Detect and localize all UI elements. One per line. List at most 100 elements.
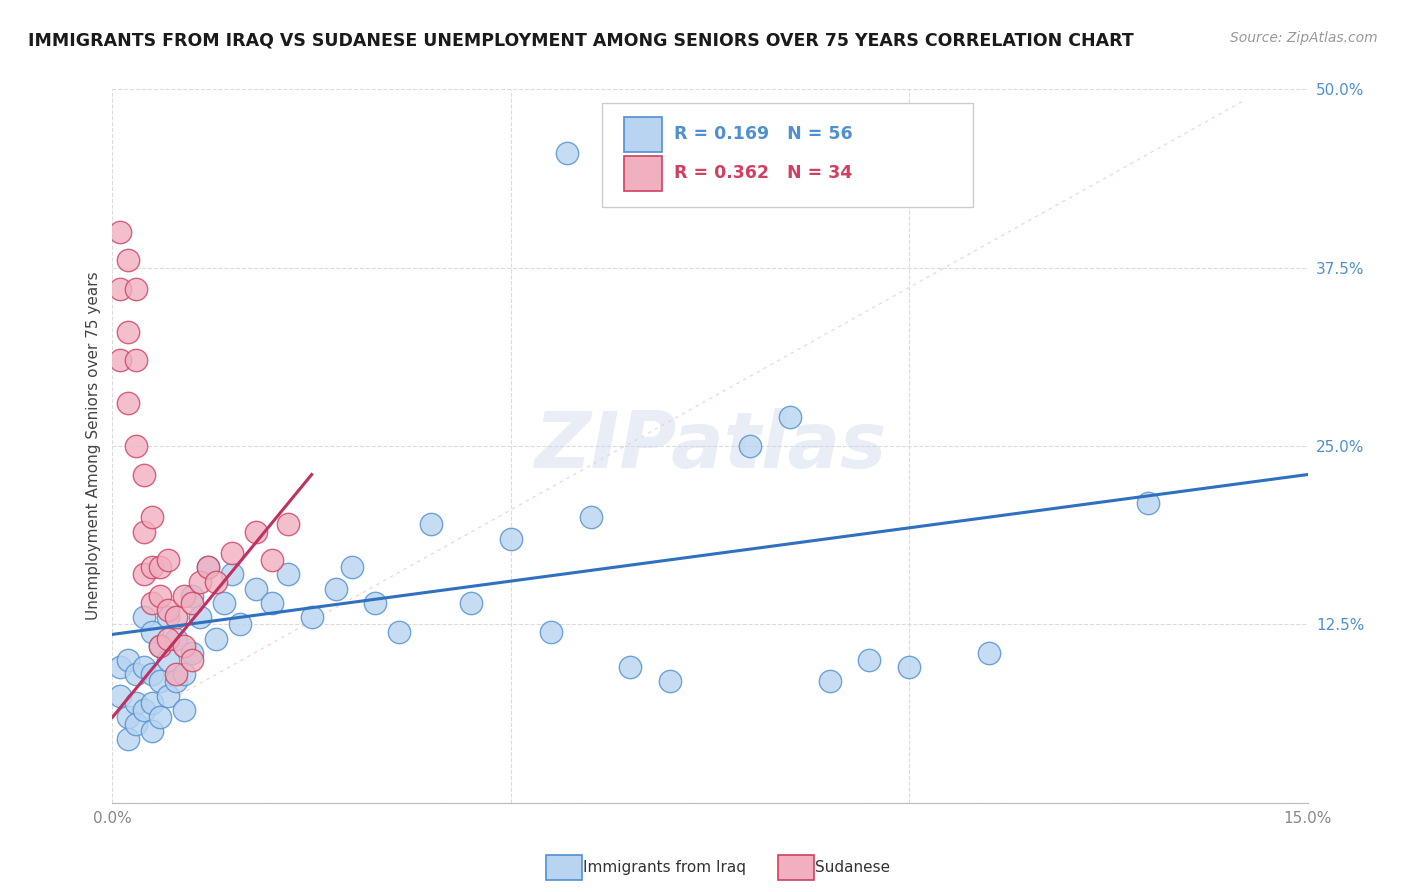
Point xyxy=(134,567,156,582)
Point xyxy=(181,589,204,603)
Point xyxy=(181,646,204,660)
Point xyxy=(205,632,228,646)
Point xyxy=(260,596,283,610)
Point xyxy=(125,717,148,731)
Point xyxy=(221,567,243,582)
Point xyxy=(149,710,172,724)
Text: R = 0.169   N = 56: R = 0.169 N = 56 xyxy=(675,125,853,143)
Text: IMMIGRANTS FROM IRAQ VS SUDANESE UNEMPLOYMENT AMONG SENIORS OVER 75 YEARS CORREL: IMMIGRANTS FROM IRAQ VS SUDANESE UNEMPLO… xyxy=(28,31,1133,49)
Point xyxy=(277,567,299,582)
Point xyxy=(117,396,139,410)
Point xyxy=(149,639,172,653)
Point xyxy=(1137,496,1160,510)
Point xyxy=(117,653,139,667)
Point xyxy=(619,660,641,674)
Point xyxy=(779,410,801,425)
Point xyxy=(898,660,921,674)
Point xyxy=(141,696,163,710)
Point xyxy=(245,582,267,596)
Point xyxy=(540,624,562,639)
Point xyxy=(125,667,148,681)
Point xyxy=(818,674,841,689)
Point xyxy=(173,589,195,603)
Point xyxy=(659,674,682,689)
Point xyxy=(165,674,187,689)
Point xyxy=(117,325,139,339)
Point xyxy=(141,510,163,524)
Point xyxy=(141,667,163,681)
Text: Source: ZipAtlas.com: Source: ZipAtlas.com xyxy=(1230,31,1378,45)
Point xyxy=(205,574,228,589)
Text: Sudanese: Sudanese xyxy=(815,861,890,875)
Point xyxy=(110,660,132,674)
Point xyxy=(301,610,323,624)
Point xyxy=(149,639,172,653)
Point xyxy=(499,532,522,546)
Point xyxy=(110,282,132,296)
Point xyxy=(420,517,443,532)
Point xyxy=(165,632,187,646)
Point xyxy=(157,610,180,624)
Point xyxy=(173,703,195,717)
Y-axis label: Unemployment Among Seniors over 75 years: Unemployment Among Seniors over 75 years xyxy=(86,272,101,620)
Point xyxy=(858,653,880,667)
FancyBboxPatch shape xyxy=(624,117,662,152)
Text: Immigrants from Iraq: Immigrants from Iraq xyxy=(583,861,747,875)
Point xyxy=(141,596,163,610)
Point xyxy=(134,610,156,624)
Point xyxy=(364,596,387,610)
Point xyxy=(188,574,211,589)
Point xyxy=(110,689,132,703)
Point xyxy=(134,467,156,482)
Point xyxy=(173,639,195,653)
Point xyxy=(388,624,411,639)
Text: ZIPatlas: ZIPatlas xyxy=(534,408,886,484)
Point xyxy=(340,560,363,574)
Point xyxy=(165,610,187,624)
Point xyxy=(173,667,195,681)
Point xyxy=(277,517,299,532)
Point xyxy=(157,553,180,567)
Point xyxy=(157,653,180,667)
Point xyxy=(134,660,156,674)
Text: R = 0.362   N = 34: R = 0.362 N = 34 xyxy=(675,164,852,182)
Point xyxy=(197,560,219,574)
Point xyxy=(134,524,156,539)
Point xyxy=(165,667,187,681)
Point xyxy=(555,146,578,161)
FancyBboxPatch shape xyxy=(624,156,662,191)
Point xyxy=(157,689,180,703)
Point xyxy=(149,589,172,603)
Point xyxy=(149,560,172,574)
Point xyxy=(141,724,163,739)
Point xyxy=(110,353,132,368)
Point xyxy=(125,282,148,296)
Point xyxy=(460,596,482,610)
Point xyxy=(245,524,267,539)
Point xyxy=(188,610,211,624)
Point xyxy=(157,603,180,617)
Point xyxy=(738,439,761,453)
Point xyxy=(221,546,243,560)
Point xyxy=(110,225,132,239)
Point xyxy=(181,596,204,610)
Point xyxy=(141,624,163,639)
Point xyxy=(197,560,219,574)
FancyBboxPatch shape xyxy=(602,103,973,207)
Point xyxy=(325,582,347,596)
Point xyxy=(125,353,148,368)
Point xyxy=(579,510,602,524)
Point xyxy=(125,696,148,710)
Point xyxy=(157,632,180,646)
Point xyxy=(212,596,235,610)
Point xyxy=(117,253,139,268)
Point xyxy=(141,560,163,574)
Point xyxy=(134,703,156,717)
Point xyxy=(181,653,204,667)
Point xyxy=(117,731,139,746)
Point xyxy=(117,710,139,724)
Point xyxy=(977,646,1000,660)
Point xyxy=(229,617,252,632)
Point xyxy=(260,553,283,567)
Point xyxy=(149,674,172,689)
